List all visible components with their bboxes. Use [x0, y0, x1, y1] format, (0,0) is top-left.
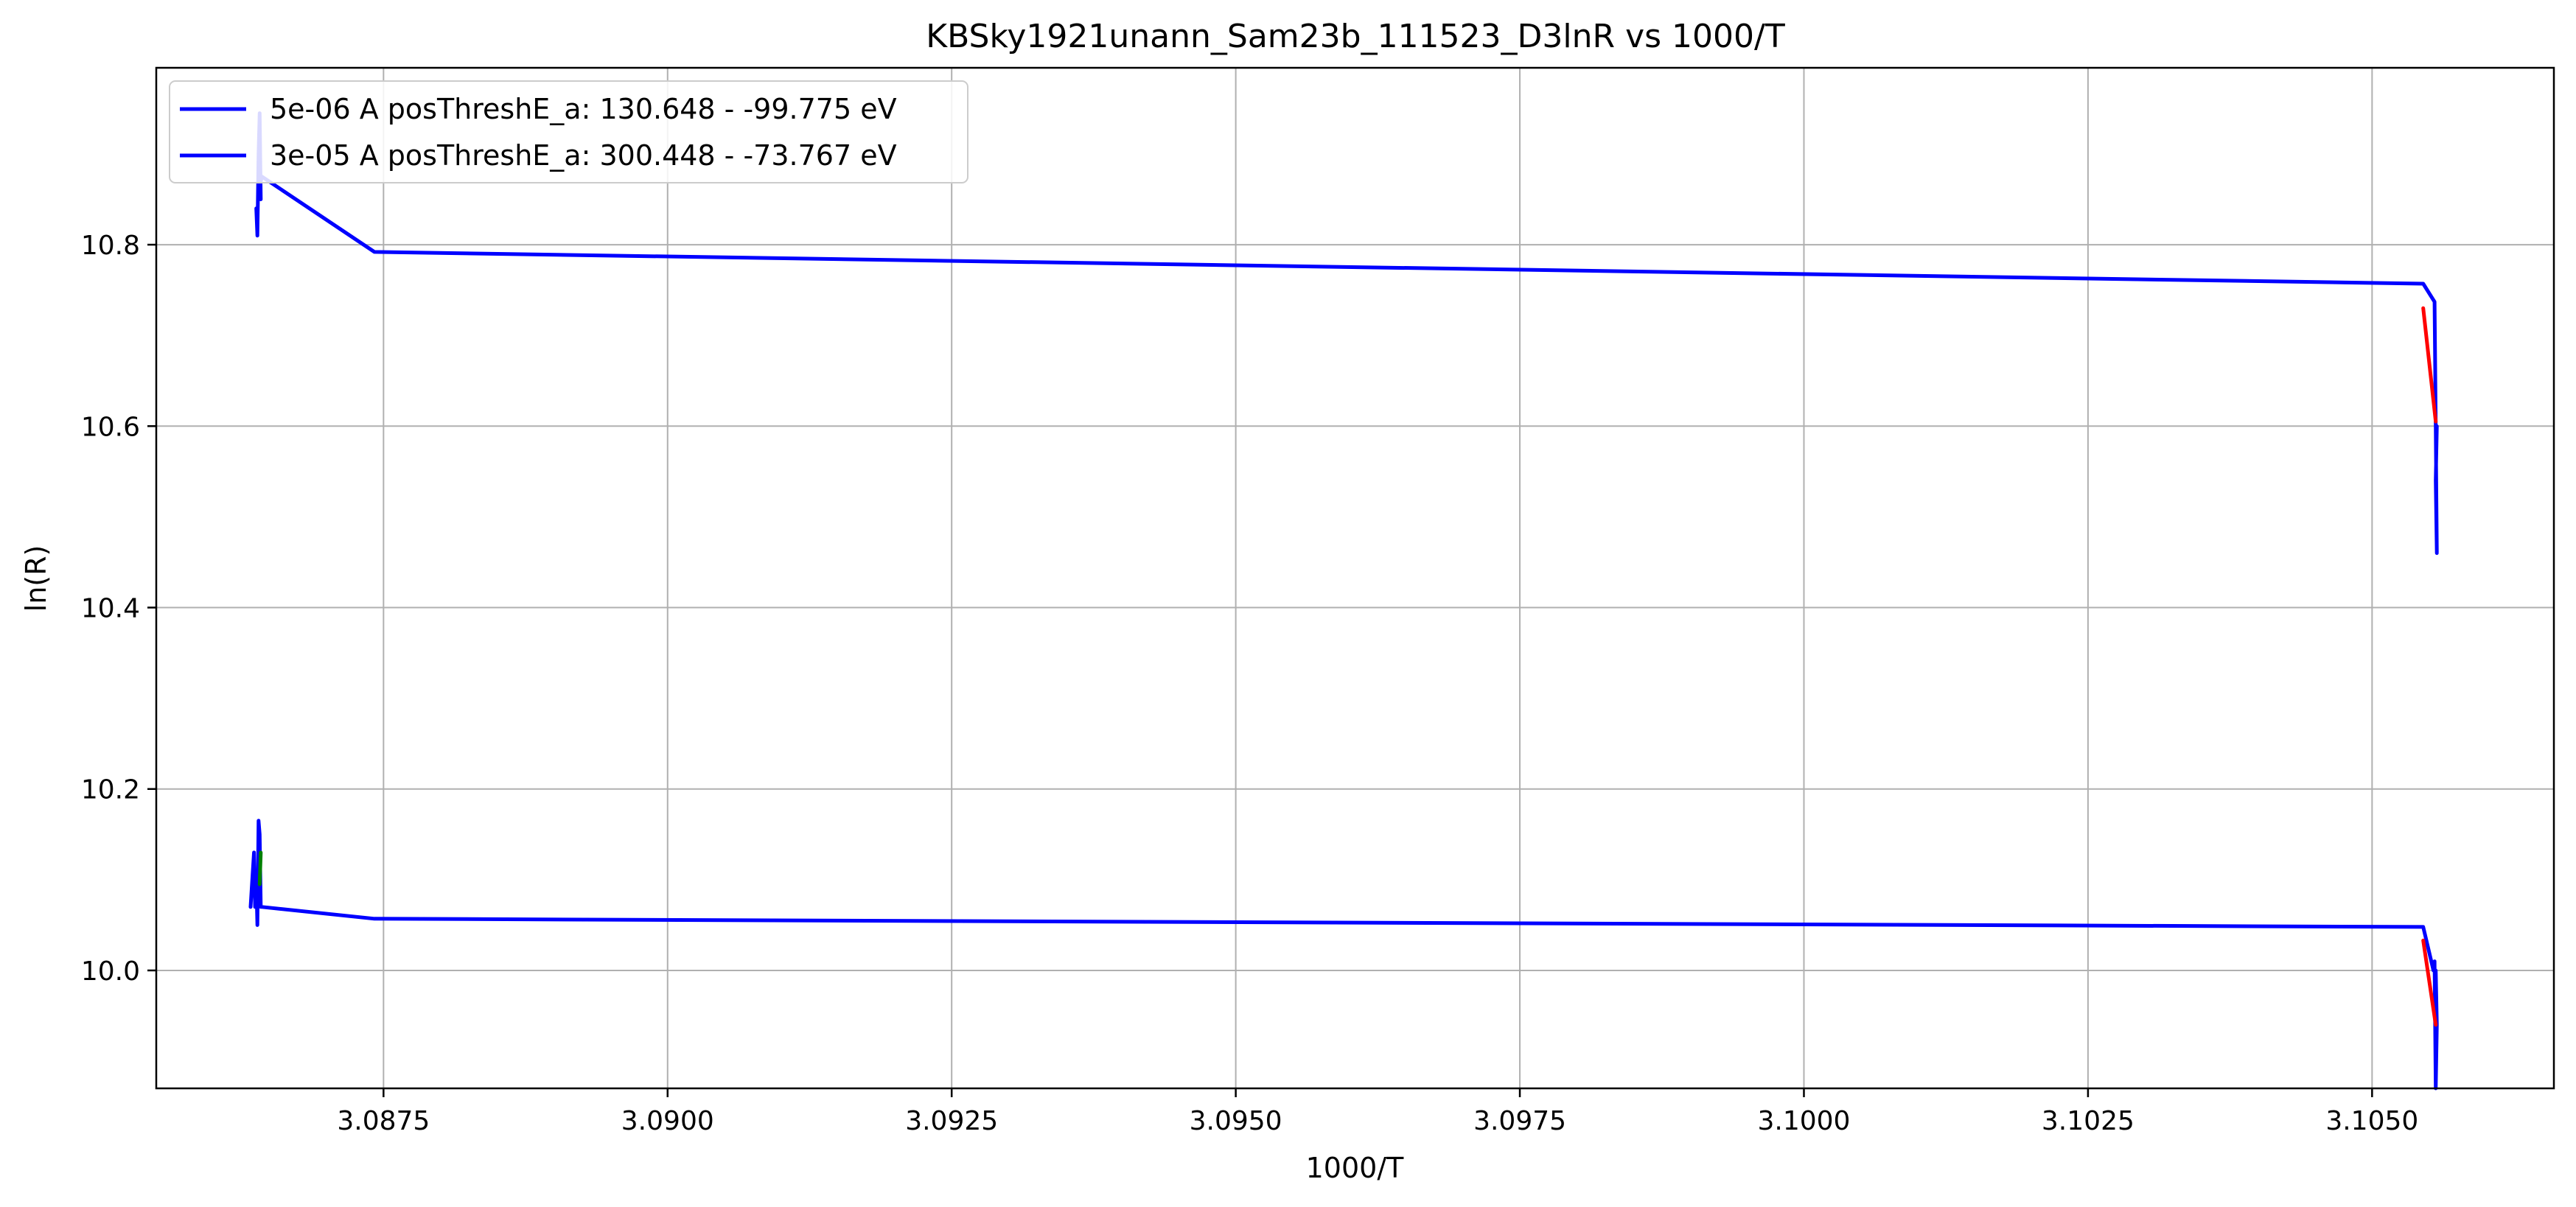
fit-line-3 — [257, 850, 263, 886]
y-axis-label: ln(R) — [20, 545, 52, 612]
legend: 5e-06 A posThreshE_a: 130.648 - -99.775 … — [169, 80, 968, 183]
series-line-2 — [248, 819, 2439, 1091]
y-tick-label: 10.2 — [81, 775, 140, 805]
fit-line-1 — [2421, 306, 2438, 424]
y-tick-label: 10.8 — [81, 231, 140, 261]
x-tick-label: 3.0900 — [621, 1106, 714, 1136]
x-tick-label: 3.1050 — [2325, 1106, 2418, 1136]
x-tick-label: 3.1000 — [1757, 1106, 1850, 1136]
grid — [156, 68, 2554, 1088]
y-tick-label: 10.4 — [81, 594, 140, 624]
x-tick-label: 3.0950 — [1190, 1106, 1282, 1136]
legend-label-2: 3e-05 A posThreshE_a: 300.448 - -73.767 … — [270, 139, 897, 172]
chart-title: KBSky1921unann_Sam23b_111523_D3lnR vs 10… — [926, 18, 1785, 55]
legend-box — [169, 80, 968, 183]
axes-frame — [155, 66, 2555, 1090]
legend-label-1: 5e-06 A posThreshE_a: 130.648 - -99.775 … — [270, 93, 897, 125]
x-axis-label: 1000/T — [1306, 1152, 1405, 1184]
x-tick-label: 3.0875 — [337, 1106, 430, 1136]
y-tick-label: 10.6 — [81, 412, 140, 442]
x-tick-label: 3.0975 — [1473, 1106, 1566, 1136]
y-tick-label: 10.0 — [81, 956, 140, 987]
axis-ticks: 3.0875 3.0900 3.0925 3.0950 3.0975 3.1000 3.10… — [81, 231, 2418, 1136]
x-tick-label: 3.0925 — [905, 1106, 998, 1136]
x-tick-label: 3.1025 — [2042, 1106, 2135, 1136]
fit-line-2 — [2421, 938, 2438, 1027]
